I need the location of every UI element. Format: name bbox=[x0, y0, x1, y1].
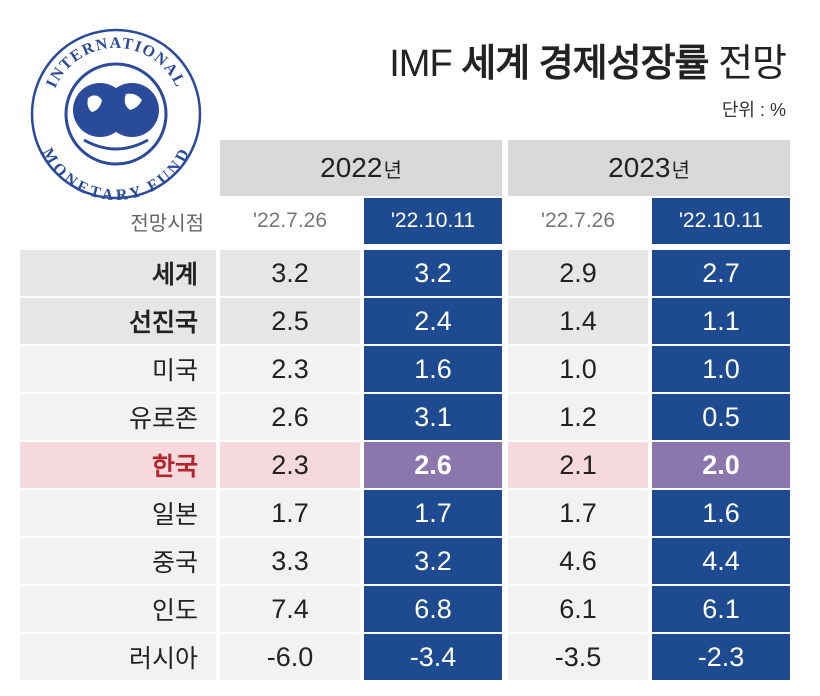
year-suffix: 년 bbox=[671, 159, 690, 182]
value-cell: 0.5 bbox=[652, 394, 790, 440]
date-header: '22.10.11 bbox=[652, 198, 790, 244]
value-cell: 2.4 bbox=[364, 298, 502, 344]
title-bold: 세계 경제성장률 bbox=[461, 43, 709, 85]
value-cell: -3.5 bbox=[508, 634, 648, 680]
row-label: 인도 bbox=[20, 586, 216, 632]
value-cell: 6.8 bbox=[364, 586, 502, 632]
table-row: 인도 7.4 6.8 6.1 6.1 bbox=[0, 586, 820, 634]
value-cell: 3.2 bbox=[220, 250, 360, 296]
row-label: 세계 bbox=[20, 250, 216, 296]
date-header: '22.10.11 bbox=[364, 198, 502, 244]
title-prefix: IMF bbox=[389, 43, 462, 85]
table-row: 선진국 2.5 2.4 1.4 1.1 bbox=[0, 298, 820, 346]
value-cell: 1.6 bbox=[652, 490, 790, 536]
value-cell: 3.2 bbox=[364, 538, 502, 584]
year-suffix: 년 bbox=[383, 159, 402, 182]
value-cell: 2.3 bbox=[220, 346, 360, 392]
value-cell: -3.4 bbox=[364, 634, 502, 680]
value-cell: 4.6 bbox=[508, 538, 648, 584]
value-cell: 1.6 bbox=[364, 346, 502, 392]
title-suffix: 전망 bbox=[708, 43, 787, 85]
value-cell: 1.4 bbox=[508, 298, 648, 344]
row-label: 유로존 bbox=[20, 394, 216, 440]
value-cell: 3.2 bbox=[364, 250, 502, 296]
table-row: 유로존 2.6 3.1 1.2 0.5 bbox=[0, 394, 820, 442]
value-cell: 3.1 bbox=[364, 394, 502, 440]
value-cell: 1.7 bbox=[220, 490, 360, 536]
table-row: 한국 2.3 2.6 2.1 2.0 bbox=[0, 442, 820, 490]
table-row: 중국 3.3 3.2 4.6 4.4 bbox=[0, 538, 820, 586]
page-title: IMF 세계 경제성장률 전망 bbox=[389, 32, 787, 87]
imf-logo-icon: INTERNATIONAL MONETARY FUND bbox=[30, 28, 202, 200]
row-label: 한국 bbox=[20, 442, 216, 488]
value-cell: 2.1 bbox=[508, 442, 648, 488]
value-cell: 2.7 bbox=[652, 250, 790, 296]
value-cell: 1.0 bbox=[508, 346, 648, 392]
year-header-2022: 2022 년 bbox=[220, 140, 502, 196]
value-cell: 7.4 bbox=[220, 586, 360, 632]
value-cell: 2.6 bbox=[220, 394, 360, 440]
value-cell: 2.5 bbox=[220, 298, 360, 344]
value-cell: 6.1 bbox=[508, 586, 648, 632]
row-label: 미국 bbox=[20, 346, 216, 392]
year-2022-text: 2022 bbox=[320, 152, 383, 183]
year-2023-text: 2023 bbox=[608, 152, 671, 183]
table-row: 일본 1.7 1.7 1.7 1.6 bbox=[0, 490, 820, 538]
value-cell: 1.7 bbox=[364, 490, 502, 536]
value-cell: 1.1 bbox=[652, 298, 790, 344]
row-label: 일본 bbox=[20, 490, 216, 536]
row-label: 중국 bbox=[20, 538, 216, 584]
value-cell: 3.3 bbox=[220, 538, 360, 584]
value-cell: 1.7 bbox=[508, 490, 648, 536]
date-header: '22.7.26 bbox=[540, 209, 616, 232]
value-cell: 4.4 bbox=[652, 538, 790, 584]
forecast-label: 전망시점 bbox=[130, 212, 204, 235]
row-label: 선진국 bbox=[20, 298, 216, 344]
date-header: '22.7.26 bbox=[252, 209, 328, 232]
value-cell: 1.2 bbox=[508, 394, 648, 440]
value-cell: 2.6 bbox=[364, 442, 502, 488]
value-cell: -6.0 bbox=[220, 634, 360, 680]
value-cell: 1.0 bbox=[652, 346, 790, 392]
year-header-2023: 2023 년 bbox=[508, 140, 790, 196]
value-cell: 6.1 bbox=[652, 586, 790, 632]
value-cell: -2.3 bbox=[652, 634, 790, 680]
row-label: 러시아 bbox=[20, 634, 216, 680]
value-cell: 2.3 bbox=[220, 442, 360, 488]
value-cell: 2.9 bbox=[508, 250, 648, 296]
table-row: 러시아 -6.0 -3.4 -3.5 -2.3 bbox=[0, 634, 820, 682]
table-row: 미국 2.3 1.6 1.0 1.0 bbox=[0, 346, 820, 394]
unit-label: 단위 : % bbox=[721, 100, 786, 120]
value-cell: 2.0 bbox=[652, 442, 790, 488]
table-row: 세계 3.2 3.2 2.9 2.7 bbox=[0, 250, 820, 298]
